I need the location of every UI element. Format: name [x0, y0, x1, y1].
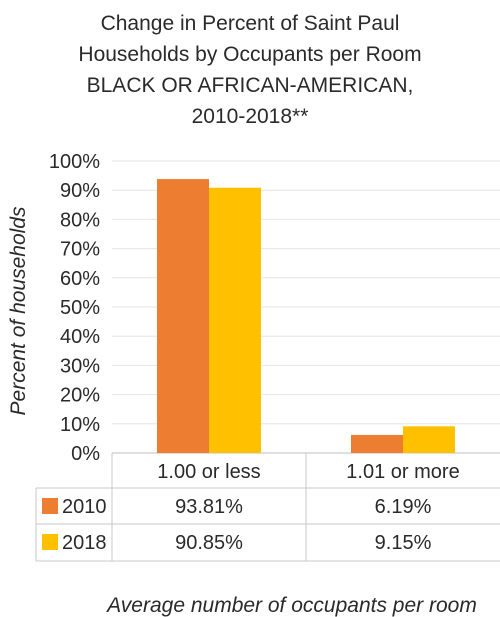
y-tick-label: 50% [60, 297, 100, 319]
data-label: 9.15% [375, 532, 432, 554]
y-tick-label: 0% [71, 443, 100, 465]
y-tick-label: 100% [49, 151, 100, 173]
data-label: 93.81% [175, 496, 243, 518]
bar-2010-1 [157, 179, 209, 453]
bar-2018-2 [403, 426, 455, 453]
legend-swatch-2018 [42, 534, 58, 550]
title-line-4: 2010-2018** [191, 105, 309, 128]
bar-2018-1 [209, 187, 261, 453]
y-axis-label: Percent of households [7, 206, 30, 415]
y-tick-label: 80% [60, 209, 100, 231]
bar-2010-2 [351, 434, 403, 453]
y-tick-label: 60% [60, 268, 100, 290]
data-table: 1.00 or less 1.01 or more 2010 93.81% 6.19% 2… [35, 453, 500, 562]
legend-label-2010: 2010 [62, 496, 107, 518]
category-label: 1.00 or less [157, 461, 260, 483]
title-line-2: Households by Occupants per Room [78, 43, 422, 66]
data-label: 90.85% [175, 532, 243, 554]
category-label: 1.01 or more [346, 461, 459, 483]
y-tick-labels: 0% 10% 20% 30% 40% 50% 60% 70% 80% 90% 100% [49, 151, 100, 465]
bars [157, 179, 455, 453]
chart-title: Change in Percent of Saint Paul Househol… [0, 8, 500, 132]
y-tick-label: 90% [60, 180, 100, 202]
title-line-1: Change in Percent of Saint Paul [100, 12, 400, 35]
y-tick-label: 40% [60, 326, 100, 348]
legend-swatch-2010 [42, 498, 58, 514]
title-line-3: BLACK OR AFRICAN-AMERICAN, [86, 74, 414, 97]
y-tick-label: 10% [60, 414, 100, 436]
y-tick-label: 70% [60, 239, 100, 261]
y-tick-label: 20% [60, 385, 100, 407]
y-tick-label: 30% [60, 355, 100, 377]
x-axis-label: Average number of occupants per room [105, 594, 477, 617]
data-label: 6.19% [375, 496, 432, 518]
legend-label-2018: 2018 [62, 532, 107, 554]
